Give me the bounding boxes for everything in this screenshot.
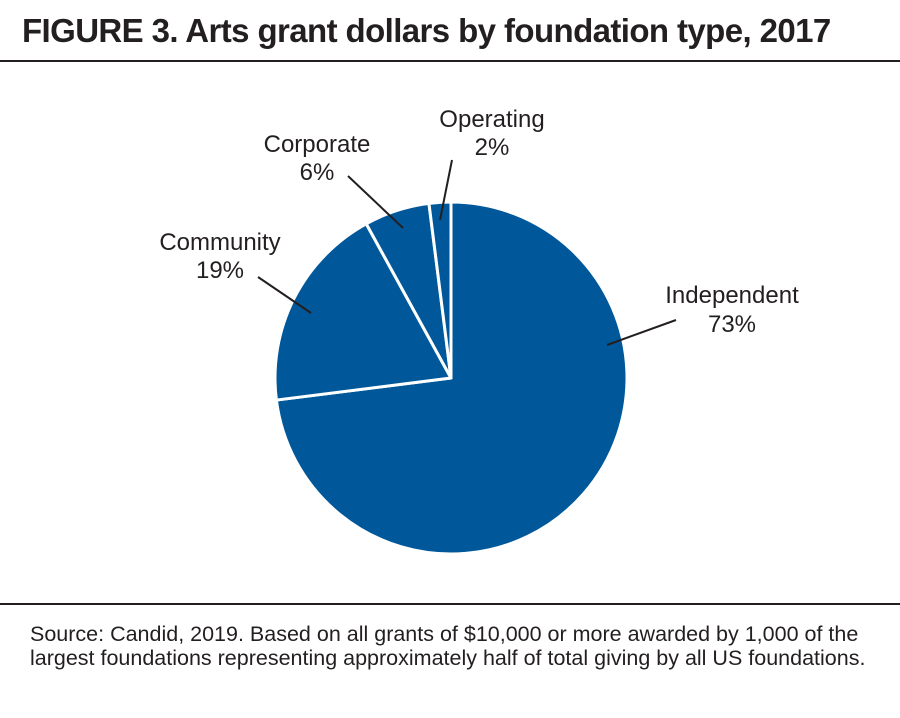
source-note: Source: Candid, 2019. Based on all grant… xyxy=(30,622,866,670)
slice-value-community: 19% xyxy=(196,257,244,284)
slice-value-independent: 73% xyxy=(708,311,756,338)
title-rule xyxy=(0,60,900,62)
slice-value-operating: 2% xyxy=(475,134,510,161)
source-rule xyxy=(0,603,900,605)
chart-title: FIGURE 3. Arts grant dollars by foundati… xyxy=(22,12,831,49)
slice-label-community: Community xyxy=(159,229,280,256)
slice-community xyxy=(273,222,453,402)
leader-line-operating xyxy=(439,159,453,221)
leader-line-community xyxy=(257,276,312,314)
slice-value-corporate: 6% xyxy=(300,159,335,186)
leader-lines xyxy=(257,159,677,346)
slice-label-independent: Independent xyxy=(665,282,799,309)
slice-label-operating: Operating xyxy=(439,106,544,133)
slice-label-corporate: Corporate xyxy=(264,131,371,158)
leader-line-corporate xyxy=(347,175,404,229)
slice-operating xyxy=(427,200,453,380)
pie-slices xyxy=(273,200,629,556)
leader-line-independent xyxy=(606,319,677,346)
